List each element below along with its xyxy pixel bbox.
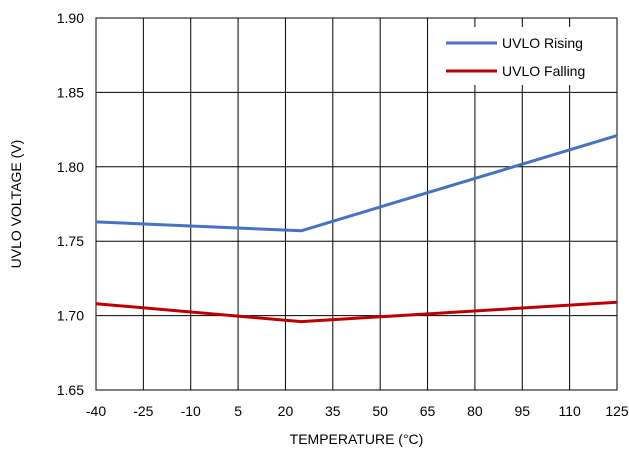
y-tick-label: 1.90 [57, 10, 84, 26]
legend-label-uvlo-rising: UVLO Rising [502, 35, 583, 51]
x-tick-label: 65 [420, 403, 436, 419]
legend-background [438, 27, 608, 85]
y-tick-label: 1.70 [57, 308, 84, 324]
x-tick-label: 20 [278, 403, 294, 419]
series-line-uvlo-falling [95, 300, 618, 324]
x-tick-label: -40 [86, 403, 106, 419]
x-tick-label: 110 [558, 403, 581, 419]
x-tick-label: 95 [514, 403, 530, 419]
series-line-uvlo-rising [95, 134, 618, 233]
x-axis-title: TEMPERATURE (°C) [290, 431, 424, 447]
x-tick-label: 50 [372, 403, 388, 419]
data-series [95, 134, 618, 324]
y-axis-title: UVLO VOLTAGE (V) [8, 140, 24, 269]
y-tick-label: 1.65 [57, 382, 84, 398]
legend-label-uvlo-falling: UVLO Falling [502, 63, 585, 79]
x-tick-label: -10 [181, 403, 201, 419]
x-tick-label: 5 [234, 403, 242, 419]
y-tick-label: 1.80 [57, 159, 84, 175]
y-tick-label: 1.75 [57, 233, 84, 249]
x-tick-label: -25 [133, 403, 153, 419]
legend: UVLO Rising UVLO Falling [438, 27, 608, 85]
tick-labels: -40 -25 -10 5 20 35 50 65 80 95 110 125 1.65 1.70 1.75… [57, 10, 629, 419]
x-tick-label: 80 [467, 403, 483, 419]
y-tick-label: 1.85 [57, 84, 84, 100]
x-tick-label: 125 [605, 403, 629, 419]
x-tick-label: 35 [325, 403, 341, 419]
plot-area-border [95, 17, 618, 391]
